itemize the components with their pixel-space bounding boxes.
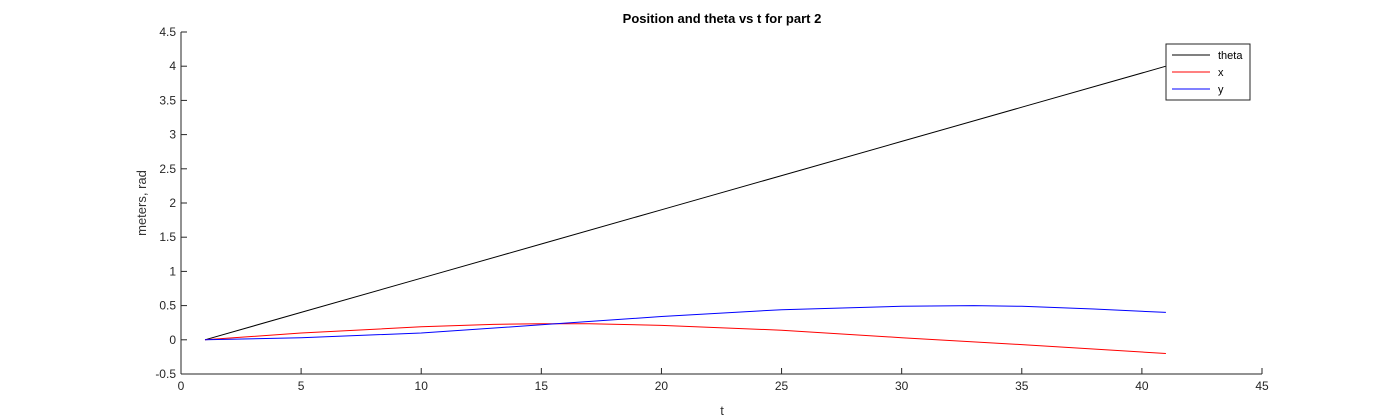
x-tick-label: 40 [1135,379,1149,393]
series-line-y [204,305,1166,341]
y-tick-label: 0 [169,333,176,347]
x-tick-label: 10 [415,379,429,393]
x-tick-label: 15 [535,379,549,393]
x-tick-label: 25 [775,379,789,393]
y-tick-label: 2.5 [159,162,176,176]
legend-label-x: x [1218,67,1224,79]
series-line-theta [204,65,1167,341]
y-tick-label: 2 [169,196,176,210]
series-line-x [204,323,1166,354]
y-axis-label: meters, rad [134,170,149,236]
y-tick-label: -0.5 [155,367,176,381]
legend-label-theta: theta [1218,50,1243,62]
chart-title: Position and theta vs t for part 2 [623,11,822,26]
x-tick-label: 35 [1015,379,1029,393]
y-tick-label: 1 [169,264,176,278]
x-tick-label: 30 [895,379,909,393]
y-tick-label: 4.5 [159,25,176,39]
legend: theta xy [1165,43,1251,101]
y-tick-label: 4 [169,59,176,73]
x-axis-label: t [720,403,724,418]
y-tick-label: 3 [169,128,176,142]
legend-label-y: y [1218,84,1224,96]
x-tick-label: 0 [178,379,185,393]
plot-area: 0 5 10 15 20 25 30 35 40 45-0.500.511.522.533.544… [155,25,1269,393]
y-tick-label: 3.5 [159,93,176,107]
x-tick-label: 5 [298,379,305,393]
x-tick-label: 45 [1255,379,1269,393]
x-tick-label: 20 [655,379,669,393]
y-tick-label: 0.5 [159,299,176,313]
y-tick-label: 1.5 [159,230,176,244]
